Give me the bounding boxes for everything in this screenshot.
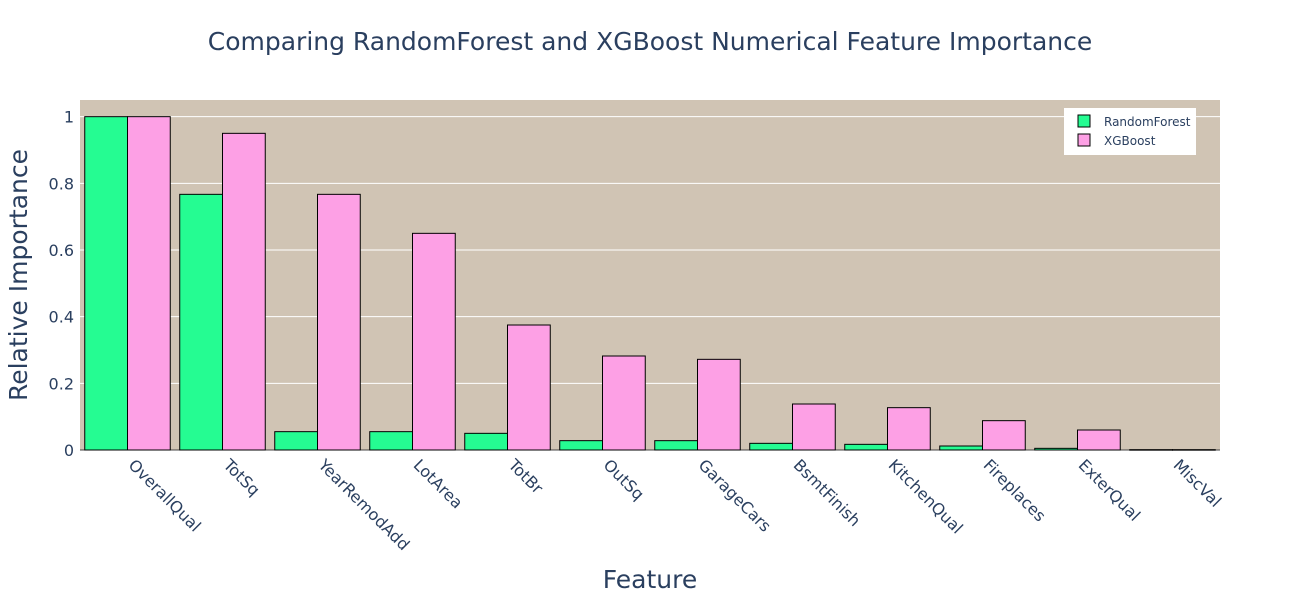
bar-xgboost-outsq[interactable]	[602, 355, 646, 451]
bar-randomforest-lotarea[interactable]	[369, 431, 413, 451]
x-tick-label: TotSq	[219, 455, 264, 500]
bar-xgboost-yearremodadd[interactable]	[317, 193, 361, 451]
x-tick-label: LotArea	[410, 455, 467, 512]
x-tick-label: YearRemodAdd	[314, 455, 413, 554]
bar-xgboost-totbr[interactable]	[507, 324, 551, 451]
bar-randomforest-totbr[interactable]	[464, 432, 508, 451]
bar-xgboost-exterqual[interactable]	[1077, 429, 1121, 451]
legend-label-xgboost[interactable]: XGBoost	[1104, 134, 1156, 148]
x-tick-label: ExterQual	[1075, 455, 1144, 524]
y-tick-label: 1	[64, 108, 74, 127]
y-axis-ticks: 0 0.2 0.4 0.6 0.8 1	[49, 108, 74, 460]
bars-group	[84, 116, 1216, 451]
bar-randomforest-overallqual[interactable]	[84, 116, 128, 451]
x-tick-label: GarageCars	[695, 455, 775, 535]
bar-xgboost-kitchenqual[interactable]	[887, 407, 931, 451]
plot-area	[80, 100, 1220, 450]
legend-swatch-xgboost[interactable]	[1077, 133, 1091, 147]
bar-randomforest-yearremodadd[interactable]	[274, 431, 318, 451]
legend-label-randomforest[interactable]: RandomForest	[1104, 115, 1191, 129]
y-tick-label: 0.2	[49, 374, 74, 393]
bar-xgboost-totsq[interactable]	[222, 132, 266, 451]
bar-randomforest-exterqual[interactable]	[1034, 447, 1078, 451]
bar-xgboost-miscval[interactable]	[1172, 449, 1216, 451]
bar-randomforest-miscval[interactable]	[1129, 449, 1173, 451]
x-tick-label: Fireplaces	[980, 455, 1050, 525]
y-tick-label: 0	[64, 441, 74, 460]
y-tick-label: 0.4	[49, 308, 74, 327]
bar-randomforest-garagecars[interactable]	[654, 440, 698, 451]
bar-randomforest-outsq[interactable]	[559, 440, 603, 451]
x-tick-label: BsmtFinish	[790, 455, 865, 530]
x-tick-label: KitchenQual	[885, 455, 967, 537]
legend[interactable]: RandomForest XGBoost	[1064, 108, 1196, 155]
x-axis-title: Feature	[603, 565, 697, 594]
bar-xgboost-fireplaces[interactable]	[982, 420, 1026, 451]
bar-randomforest-kitchenqual[interactable]	[844, 443, 888, 451]
bar-randomforest-totsq[interactable]	[179, 193, 223, 451]
bar-randomforest-bsmtfinish[interactable]	[749, 442, 793, 451]
y-tick-label: 0.6	[49, 241, 74, 260]
x-tick-label: OutSq	[600, 455, 648, 503]
y-axis-title: Relative Importance	[4, 149, 33, 401]
x-tick-label: MiscVal	[1170, 455, 1225, 510]
bar-xgboost-overallqual[interactable]	[127, 116, 171, 451]
bar-randomforest-fireplaces[interactable]	[939, 445, 983, 451]
x-tick-label: OverallQual	[125, 455, 205, 535]
x-tick-label: TotBr	[504, 455, 547, 498]
chart-title: Comparing RandomForest and XGBoost Numer…	[208, 27, 1093, 56]
bar-xgboost-lotarea[interactable]	[412, 232, 456, 451]
bar-xgboost-bsmtfinish[interactable]	[792, 403, 836, 451]
y-tick-label: 0.8	[49, 174, 74, 193]
bar-xgboost-garagecars[interactable]	[697, 358, 741, 451]
legend-swatch-randomforest[interactable]	[1077, 114, 1091, 128]
gridlines	[80, 116, 1220, 451]
